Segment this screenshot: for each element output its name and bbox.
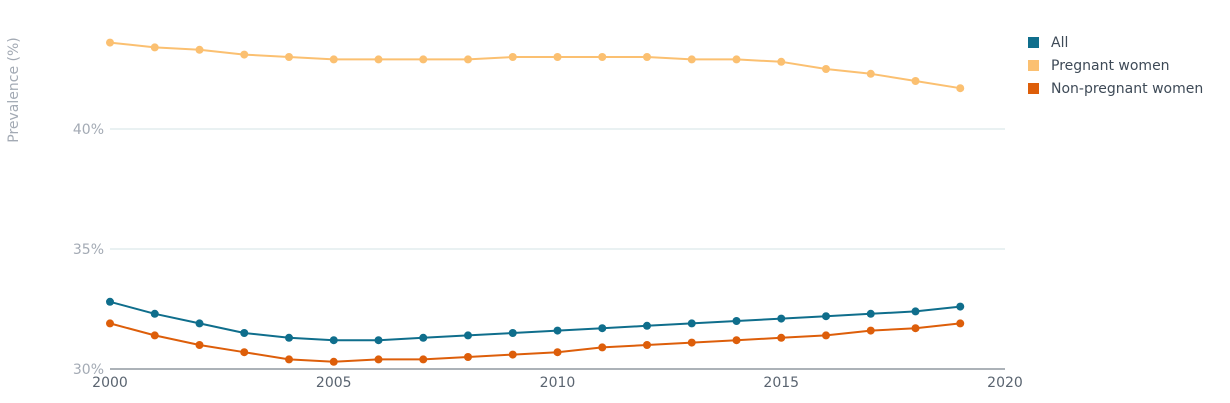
data-point [329,357,338,366]
data-point [553,326,562,335]
series-line-0 [109,300,961,342]
data-point [911,307,920,316]
data-point [822,65,830,73]
data-point [777,314,786,323]
data-point [285,333,293,342]
data-point [419,55,428,64]
data-point [106,319,114,328]
data-point [598,53,607,61]
legend-label-all: All [1051,34,1069,51]
data-point [508,53,517,61]
legend-swatch-non-pregnant-women [1028,83,1039,94]
legend: All Pregnant women Non-pregnant women [1028,31,1203,100]
data-point [195,319,204,328]
data-point [374,55,383,64]
data-point [285,355,293,364]
data-point [150,309,159,318]
data-point [508,350,517,359]
data-point [464,55,472,64]
x-tick-label: 2010 [540,375,576,391]
legend-item-all[interactable]: All [1028,31,1203,54]
data-point [106,38,114,47]
data-point [464,331,472,340]
data-point [508,329,517,337]
series-line-2 [109,322,961,363]
data-point [419,355,428,364]
data-point [687,55,696,64]
series-line-1 [109,41,961,90]
data-point [687,338,696,347]
legend-swatch-all [1028,37,1039,48]
data-point [956,319,965,328]
data-point [553,348,562,357]
data-point [419,333,428,342]
data-point [240,329,249,337]
data-point [553,53,562,61]
legend-label-pregnant-women: Pregnant women [1051,57,1170,74]
data-point [598,324,607,333]
data-point [150,43,159,52]
data-point [643,321,651,330]
data-point [329,55,338,64]
legend-item-non-pregnant-women[interactable]: Non-pregnant women [1028,77,1203,100]
x-tick-label: 2015 [763,375,799,391]
data-point [732,317,741,325]
data-point [240,348,249,357]
data-point [598,343,607,352]
x-tick-label: 2000 [92,375,128,391]
legend-swatch-pregnant-women [1028,60,1039,71]
data-point [866,69,875,78]
data-point [106,297,114,306]
data-point [643,53,651,61]
legend-label-non-pregnant-women: Non-pregnant women [1051,80,1204,97]
data-point [687,319,696,328]
data-point [195,341,204,349]
data-point [777,57,786,66]
data-point [911,77,920,85]
data-point [150,331,159,340]
y-axis-label: Prevalence (%) [6,37,22,143]
data-point [374,336,383,345]
y-tick-label: 40% [73,122,104,138]
data-point [822,312,830,321]
data-point [866,326,875,335]
legend-item-pregnant-women[interactable]: Pregnant women [1028,54,1203,77]
data-point [822,331,830,340]
x-tick-label: 2020 [987,375,1023,391]
data-point [329,336,338,345]
y-tick-label: 30% [73,362,104,378]
data-point [911,324,920,333]
data-point [643,341,651,349]
data-point [866,309,875,318]
data-point [732,336,741,345]
data-point [732,55,741,64]
data-point [195,45,204,54]
data-point [956,84,965,93]
data-point [285,53,293,61]
data-point [240,50,249,59]
x-tick-label: 2005 [316,375,352,391]
data-point [777,333,786,342]
data-point [464,353,472,361]
data-point [956,302,965,311]
data-point [374,355,383,364]
y-tick-label: 35% [73,242,104,258]
